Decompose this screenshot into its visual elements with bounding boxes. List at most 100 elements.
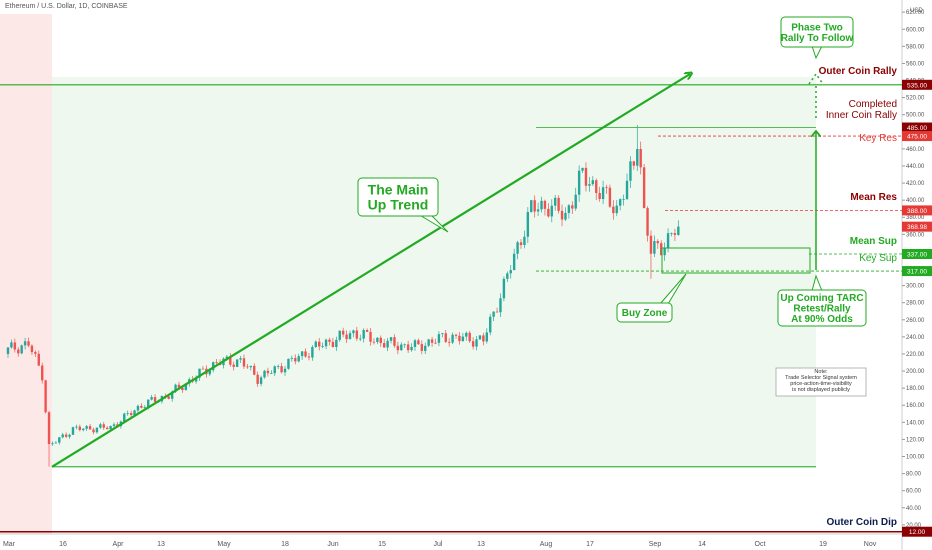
candle-body [485,332,488,342]
candle-body [383,343,386,348]
candle-body [64,434,68,437]
candle-body [454,334,458,336]
candle-body [34,352,37,354]
candle-body [126,412,129,414]
candle-body [622,199,625,200]
mean-res-label: Mean Res [850,192,897,203]
candle-body [598,192,601,200]
candle-body [468,332,471,342]
main-trend-text: The Main Up Trend [368,182,429,213]
candle-body [297,356,300,362]
candle-body [564,212,567,220]
candle-body [461,336,465,342]
note-box [775,367,867,397]
price-tick-label: 120.00 [906,437,925,443]
candle-body [324,339,328,347]
candle-body [577,170,581,195]
candle-body [177,384,181,388]
phase-two-text: Phase Two Rally To Follow [781,22,854,44]
candle-body [54,442,58,444]
candle-body [235,359,239,367]
candle-body [129,412,133,416]
candle-body [660,243,663,256]
candle-body [396,345,400,351]
price-badge: 388.00 [902,205,932,216]
candle-body [147,399,150,408]
time-tick-label: Oct [755,541,766,548]
candle-body [212,362,215,371]
candle-body [150,397,153,400]
candle-body [417,340,420,345]
candle-body [300,351,304,357]
price-badge-bg [902,205,932,216]
candle-body [554,197,557,206]
candle-body [51,443,54,445]
candle-body [526,212,530,237]
candle-body [557,197,560,211]
candle-body [13,342,17,350]
candle-body [403,344,406,346]
candle-body [287,358,290,369]
candle-body [584,167,588,186]
candle-body [208,370,211,375]
phase-two-arrow-head [808,72,824,85]
candle-body [420,344,424,351]
candle-body [20,345,23,354]
price-tick-label: 40.00 [906,506,922,512]
candle-body [536,209,540,212]
candle-body [649,235,653,254]
price-badge-bg [902,122,932,133]
candle-body [112,424,116,426]
candle-body [646,208,649,236]
candle-body [482,335,485,342]
time-tick-label: 19 [819,541,827,548]
candle-body [376,337,379,342]
candle-body [17,349,20,354]
candle-body [355,330,359,339]
candle-body [400,344,403,351]
candle-body [273,366,276,374]
price-tick-label: 220.00 [906,352,925,358]
price-axis-currency: USD [910,8,923,14]
candle-body [253,365,256,375]
candle-body [475,339,478,347]
candle-body [92,429,95,433]
candle-body [307,356,311,358]
price-tick-label: 600.00 [906,27,925,33]
candle-body [68,434,71,437]
candle-body [304,351,307,357]
candle-body [181,387,184,391]
candle-body [605,187,608,189]
candle-body [331,341,335,348]
candle-body [441,333,444,335]
candle-body [530,200,533,213]
time-tick-label: Apr [113,541,125,548]
price-tick-label: 260.00 [906,318,925,324]
candle-body [632,161,636,166]
candle-body [75,426,78,428]
candle-body [198,368,201,378]
price-badge: 485.00 [902,122,932,133]
candle-body [639,148,642,168]
price-tick-label: 400.00 [906,198,925,204]
price-badge-bg [902,526,932,537]
price-tick-label: 200.00 [906,369,925,375]
price-badge-bg [902,221,932,232]
phase-two-box [780,16,854,48]
price-tick-label: 620.00 [906,10,925,16]
candle-body [283,368,287,373]
candle-body [328,339,331,342]
candle-body [259,377,263,384]
chart-title: Ethereum / U.S. Dollar, 1D, COINBASE [5,3,128,10]
candle-body [276,366,280,367]
time-tick-label: Jul [434,541,443,548]
candle-body [242,358,246,367]
candle-body [393,337,396,346]
price-badge-label: 535.00 [907,82,927,89]
candle-body [239,358,242,360]
candle-body [105,427,109,430]
candle-body [571,205,574,209]
price-tick-label: 300.00 [906,284,925,290]
candle-body [41,365,44,381]
